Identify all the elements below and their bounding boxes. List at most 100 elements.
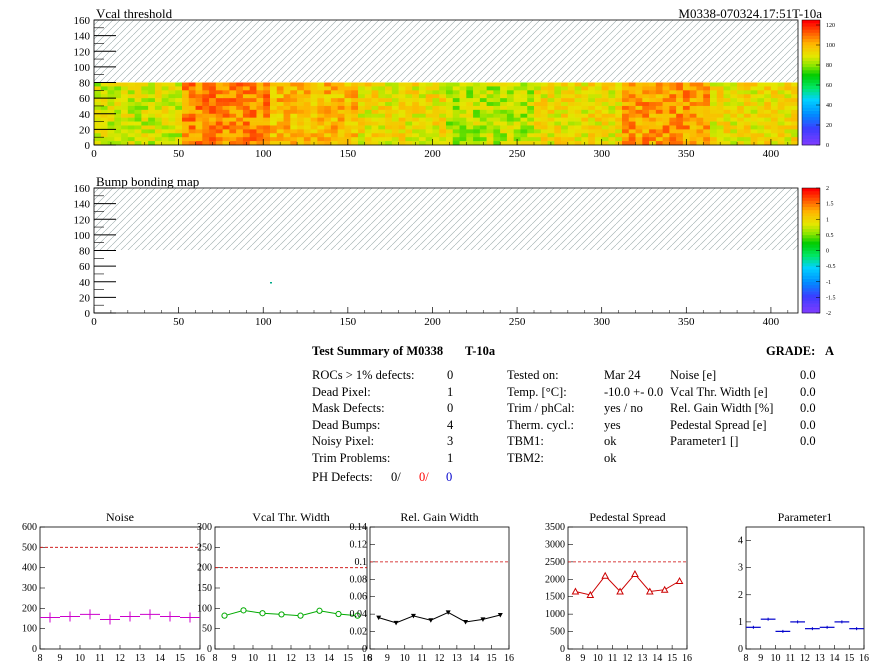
heat-cell xyxy=(175,98,183,103)
x-tick-label: 100 xyxy=(255,148,272,160)
y-tick-label: 300 xyxy=(22,583,37,594)
heat-cell xyxy=(121,117,129,122)
heat-cell xyxy=(127,98,135,103)
heat-cell xyxy=(188,90,196,95)
heat-cell xyxy=(209,105,217,111)
heat-cell xyxy=(446,113,454,118)
heat-cell xyxy=(303,137,311,142)
heat-cell xyxy=(730,98,738,103)
heat-cell xyxy=(601,141,609,146)
plot-frame xyxy=(214,526,368,650)
heat-cell xyxy=(134,113,142,118)
heat-cell xyxy=(649,125,657,130)
heat-cell xyxy=(432,94,440,99)
heat-cell xyxy=(479,137,487,142)
heat-cell xyxy=(242,90,250,95)
heat-cell xyxy=(270,102,278,107)
heat-cell xyxy=(229,109,237,115)
heat-cell xyxy=(134,94,142,99)
heat-cell xyxy=(649,137,657,142)
heat-cell xyxy=(351,105,359,111)
heat-cell xyxy=(628,125,636,130)
heat-cell xyxy=(439,137,447,142)
heat-cell xyxy=(249,113,257,118)
heat-cell xyxy=(412,125,420,130)
heat-cell xyxy=(689,82,697,87)
heat-cell xyxy=(263,102,271,107)
x-tick-label: 350 xyxy=(678,148,695,160)
heat-cell xyxy=(723,94,731,99)
heat-cell xyxy=(791,129,799,134)
heat-cell xyxy=(263,129,271,134)
colorbar-band xyxy=(802,219,820,223)
heat-cell xyxy=(689,102,697,107)
heat-cell xyxy=(757,98,765,103)
heat-cell xyxy=(588,102,596,107)
test-condition-value: ok xyxy=(604,451,617,465)
heat-cell xyxy=(351,98,359,103)
heat-cell xyxy=(750,109,758,115)
heat-cell xyxy=(479,98,487,103)
heat-cell xyxy=(479,82,487,87)
heat-cell xyxy=(784,125,792,130)
heat-cell xyxy=(412,113,420,118)
colorbar-band xyxy=(802,303,820,308)
heat-cell xyxy=(567,82,575,87)
heat-cell xyxy=(723,113,731,118)
heat-cell xyxy=(249,121,257,126)
heat-cell xyxy=(391,125,399,130)
y-tick-label: 60 xyxy=(79,93,91,105)
heat-cell xyxy=(236,133,244,138)
heat-cell xyxy=(229,98,237,103)
heat-cell xyxy=(100,102,108,107)
heat-cell xyxy=(371,125,379,130)
heat-cell xyxy=(554,141,562,146)
heat-cell xyxy=(344,90,352,95)
heat-cell xyxy=(459,117,467,122)
heat-cell xyxy=(520,129,528,134)
data-point xyxy=(631,570,639,578)
heat-cell xyxy=(459,121,467,126)
heat-cell xyxy=(94,137,102,142)
heat-cell xyxy=(256,90,264,95)
heat-cell xyxy=(777,105,785,111)
heat-cell xyxy=(290,141,298,146)
heat-cell xyxy=(324,102,332,107)
x-tick-label: 8 xyxy=(213,653,218,664)
heat-cell xyxy=(506,94,514,99)
heat-cell xyxy=(662,90,670,95)
heat-cell xyxy=(513,86,521,91)
heat-cell xyxy=(358,117,366,122)
test-condition-value: yes xyxy=(604,417,621,432)
colorbar-band xyxy=(802,297,820,301)
heat-cell xyxy=(94,102,102,107)
heat-cell xyxy=(127,102,135,107)
heat-cell xyxy=(547,125,555,130)
defect-count-value: 1 xyxy=(447,384,454,399)
heat-cell xyxy=(696,141,704,146)
heat-cell xyxy=(486,109,494,115)
heat-cell xyxy=(750,137,758,142)
heat-cell xyxy=(642,102,650,107)
heat-cell xyxy=(466,117,474,122)
heat-cell xyxy=(148,113,156,118)
heat-cell xyxy=(676,102,684,107)
heat-cell xyxy=(622,113,630,118)
heat-cell xyxy=(263,90,271,95)
heat-cell xyxy=(439,117,447,122)
defect-count-value: 4 xyxy=(447,417,454,432)
heat-cell xyxy=(195,125,203,130)
heat-cell xyxy=(182,121,190,126)
heat-cell xyxy=(588,141,596,146)
heat-cell xyxy=(310,94,318,99)
heat-cell xyxy=(594,113,602,118)
heat-cell xyxy=(412,133,420,138)
heat-cell xyxy=(682,125,690,130)
heat-cell xyxy=(337,102,345,107)
heat-cell xyxy=(655,82,663,87)
heat-cell xyxy=(215,137,223,142)
heat-cell xyxy=(601,117,609,122)
heat-cell xyxy=(540,109,548,115)
heat-cell xyxy=(757,109,765,115)
heat-cell xyxy=(588,137,596,142)
